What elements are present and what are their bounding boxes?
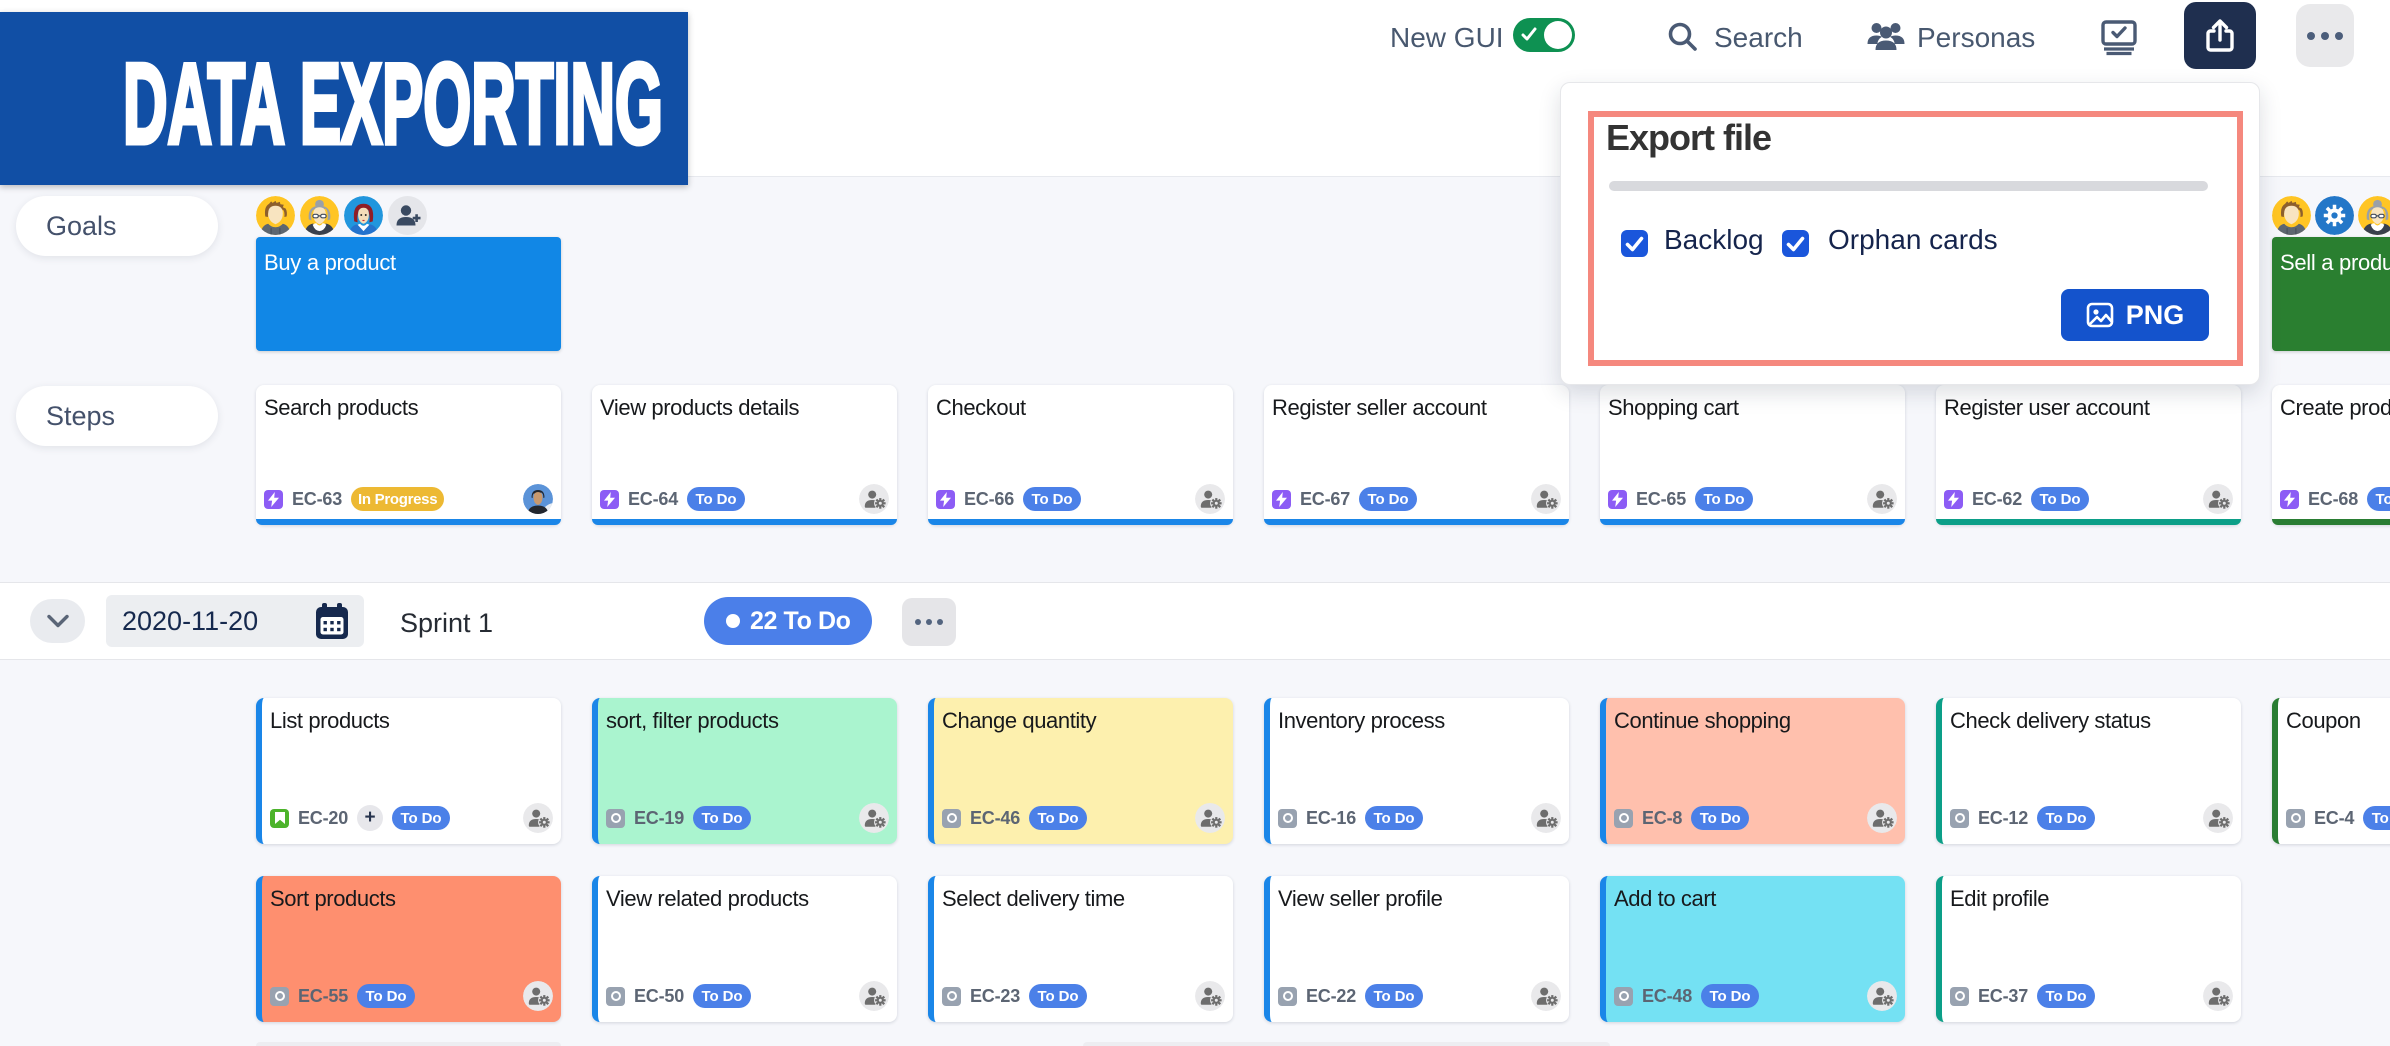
svg-text:DATA EXPORTING: DATA EXPORTING [123, 41, 663, 168]
